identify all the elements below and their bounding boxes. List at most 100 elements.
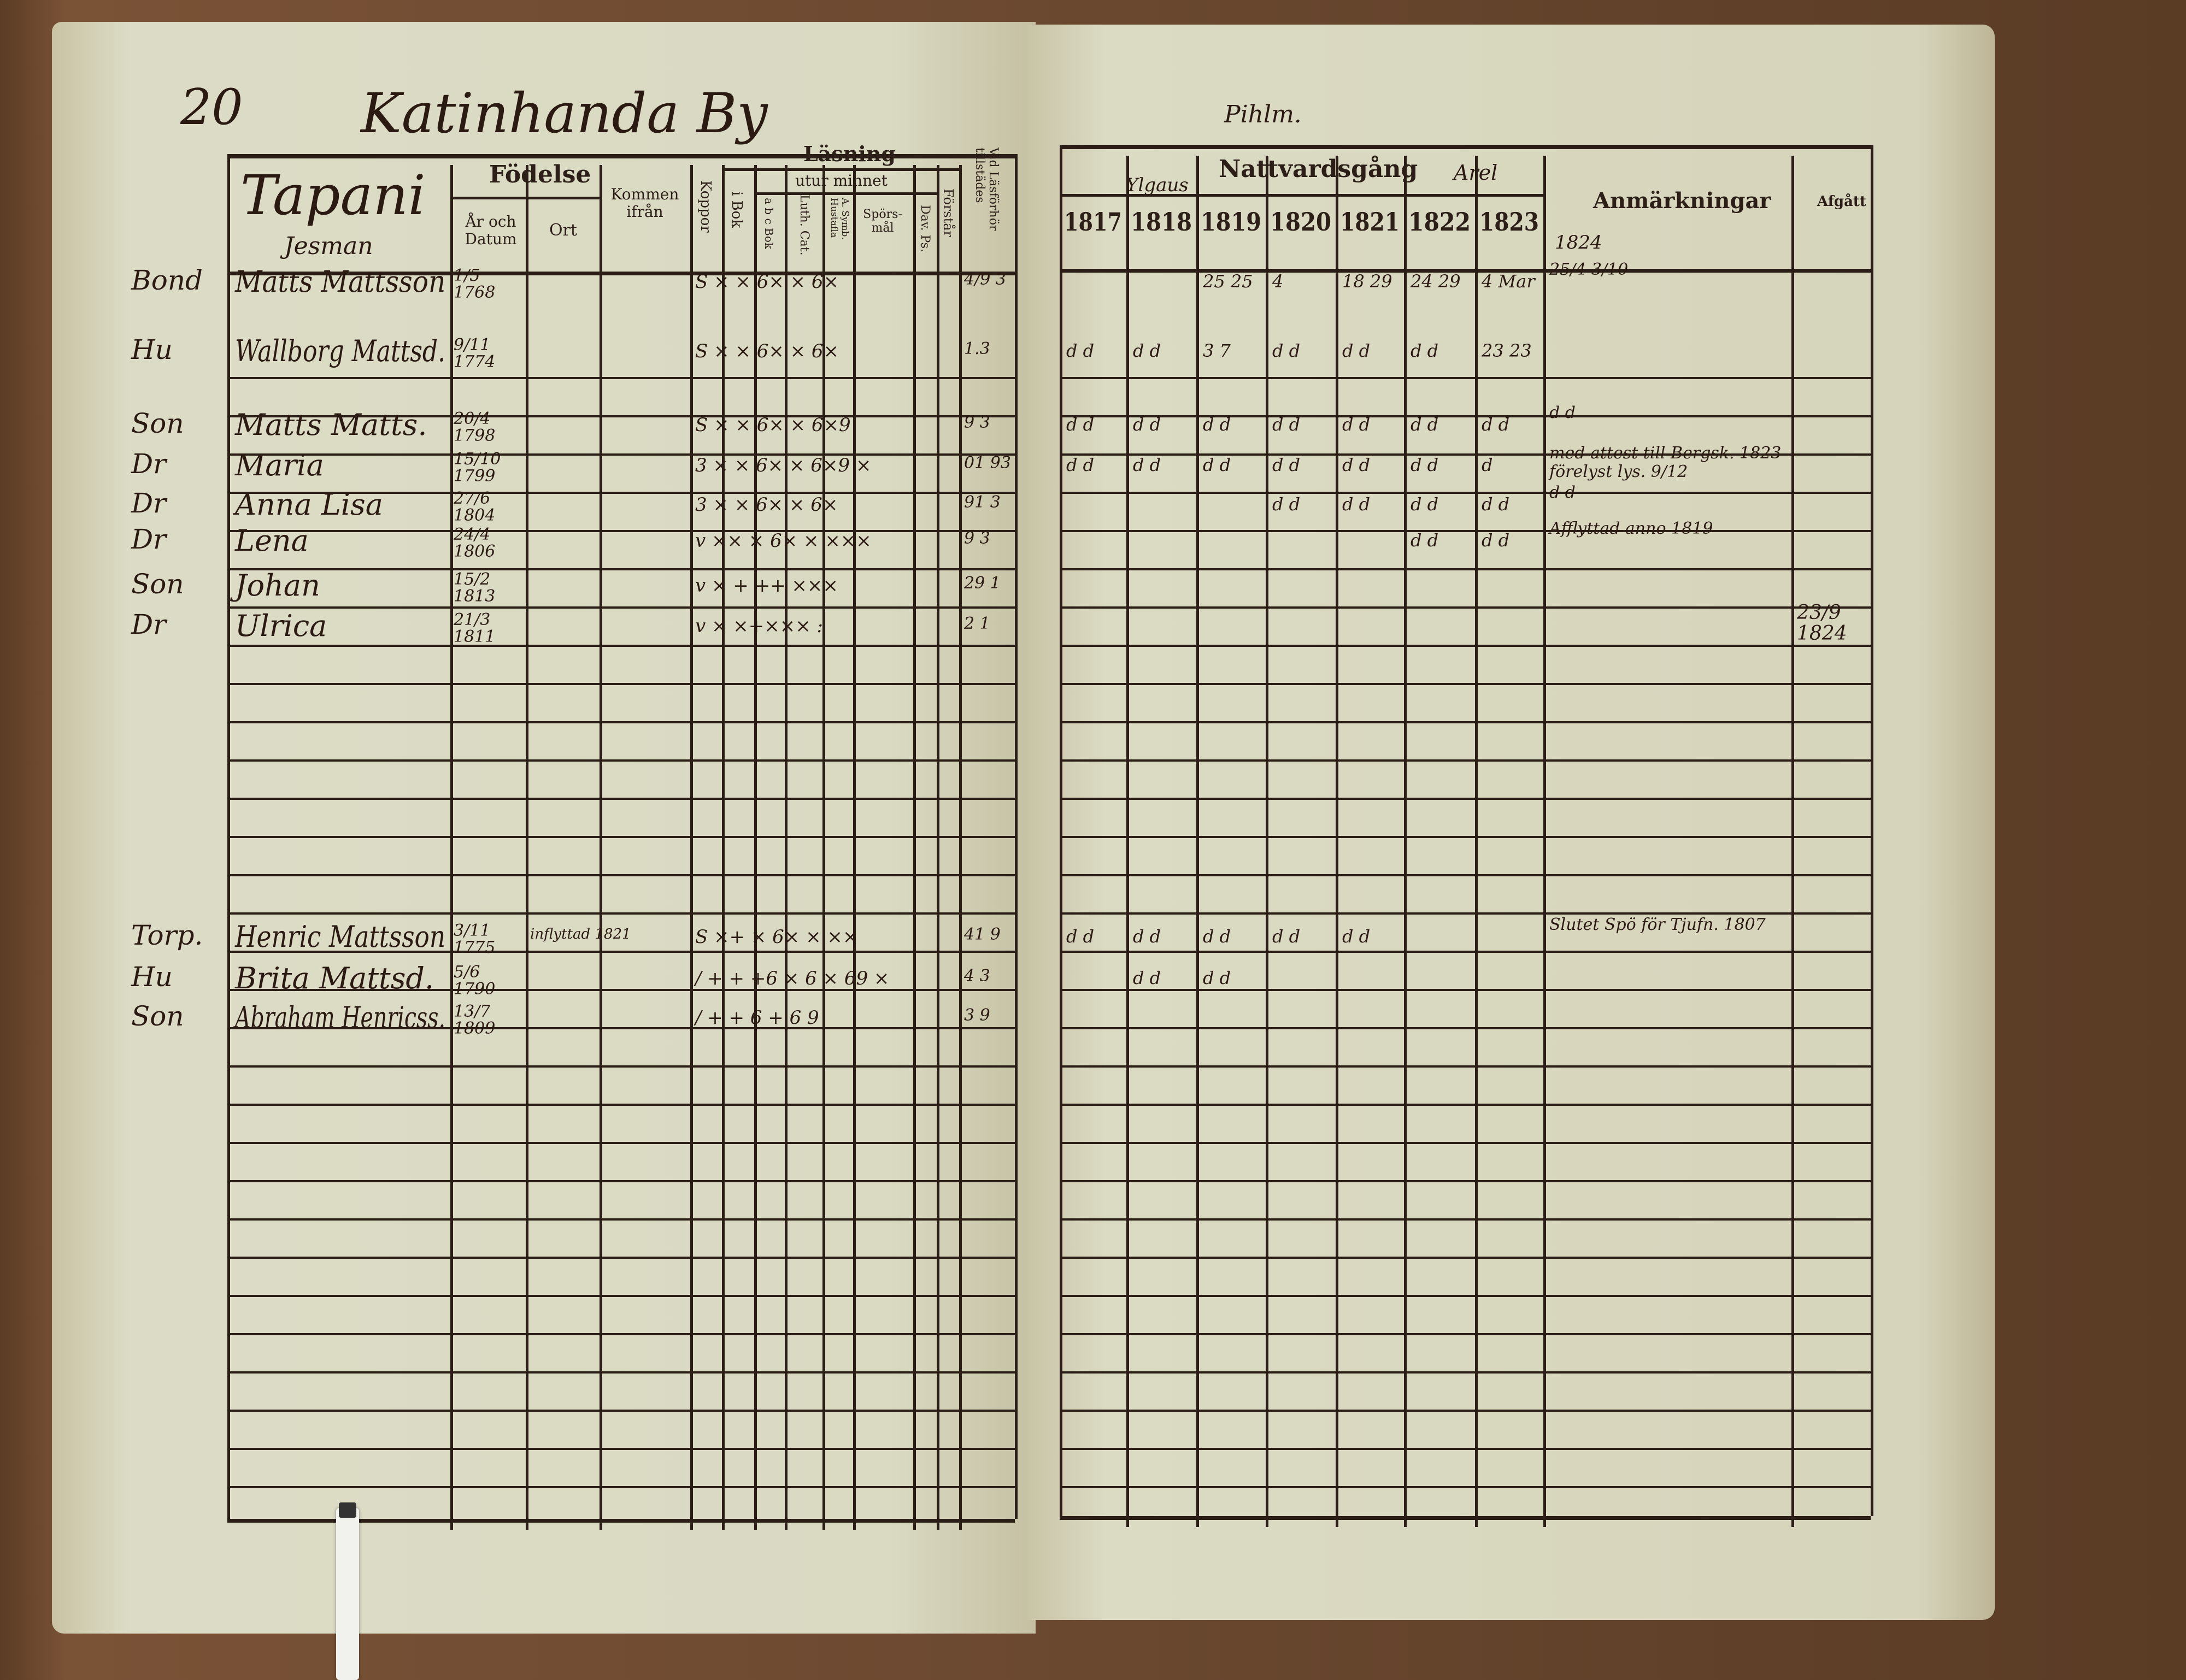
header-note-left: Ylgaus [1126,174,1189,196]
entry-name: Johan [235,568,320,603]
entry-vid-lasforhor: 2 1 [964,614,990,633]
entry-communion-mark: 4 [1272,271,1284,292]
left-table-column-line [754,165,757,1530]
left-table-row-line [227,377,1015,379]
entry-name: Lena [235,523,309,558]
header-nattvardsgang: Nattvardsgång [1219,155,1418,183]
entry-vid-lasforhor: 3 9 [964,1006,990,1025]
left-table-row-line [227,1519,1015,1523]
left-table-row-line [227,453,1015,456]
left-table-row-line [227,530,1015,532]
right-table-row-line [1060,1218,1871,1221]
entry-communion-mark: d [1482,455,1493,475]
entry-role: Dr [131,523,166,555]
entry-vid-lasforhor: 1.3 [964,339,990,358]
header-year-1824: 1824 [1555,232,1602,254]
left-table-row-line [227,415,1015,417]
entry-remark: med attest till Bergsk. 1823 förelyst ly… [1549,444,1782,481]
entry-from: inflyttad 1821 [530,926,631,942]
entry-communion-mark: 3 7 [1203,340,1231,361]
right-table-row-line [1060,1295,1871,1297]
entry-reading-marks: 3 × × 6× × 6× [695,494,838,516]
entry-birth-date: 9/11 1774 [454,335,496,372]
header-kommen-ifran: Kommen ifrån [610,185,679,221]
right-table-row-line [1060,1065,1871,1068]
entry-birth-date: 3/11 1775 [454,921,496,957]
right-table-column-line [1404,156,1407,1527]
entry-communion-mark: d d [1411,455,1439,475]
left-table-row-line [227,1142,1015,1144]
right-top-note: Pihlm. [1224,101,1302,128]
entry-remark: Slutet Spö för Tjufn. 1807 [1549,915,1766,934]
right-table-row-line [1060,1333,1871,1335]
left-table-column-line [913,165,916,1530]
left-table-row-line [227,1371,1015,1374]
left-table-row-line [227,912,1015,915]
entry-name: Wallborg Mattsd. [235,334,446,368]
entry-communion-mark: 4 Mar [1482,271,1535,292]
left-table-row-line [227,874,1015,876]
left-table-row-line [227,1257,1015,1259]
entry-reading-marks: S ×+ × 6× × ×× [695,926,859,948]
right-table-top-rule [1060,145,1871,149]
entry-name: Brita Mattsd. [235,961,434,995]
entry-role: Bond [131,264,203,296]
entry-name: Abraham Henricss. [235,1000,445,1035]
entry-communion-mark: d d [1272,494,1301,515]
entry-reading-marks: S × × 6× × 6× [695,340,839,362]
right-table-row-line [1060,415,1871,417]
year-header-1817: 1817 [1064,207,1123,237]
entry-communion-mark: 23 23 [1482,340,1532,361]
entry-vid-lasforhor: 9 3 [964,529,990,548]
entry-name: Matts Matts. [235,408,427,442]
header-sporsmal: Spörs- mål [863,208,902,235]
right-table-column-line [1871,145,1873,1516]
right-table-row-line [1060,269,1871,273]
entry-communion-mark: d d [1203,414,1231,435]
bookmark-strip [336,1502,359,1680]
entry-reading-marks: S × × 6× × 6× [695,271,839,293]
header-abc-bok: a b c Bok [762,198,775,249]
entry-name: Henric Mattsson [235,919,446,954]
header-utur-minnet: utur minnet [795,172,888,190]
header-lasning: Läsning [803,142,896,166]
entry-vid-lasforhor: 4 3 [964,966,990,986]
entry-communion-mark: d d [1272,340,1301,361]
year-header-1821: 1821 [1340,207,1400,237]
entry-birth-date: 27/6 1804 [454,489,496,525]
right-table-row-line [1060,1180,1871,1182]
header-afgatt: Afgått [1817,193,1866,210]
right-table-row-line [1060,951,1871,953]
entry-communion-mark: d d [1342,926,1371,947]
right-table-row-line [1060,1027,1871,1029]
entry-role: Son [131,568,184,600]
year-header-1820: 1820 [1270,207,1332,237]
entry-name: Maria [235,448,324,482]
left-table-row-line [227,798,1015,800]
entry-birth-date: 13/7 1809 [454,1002,496,1038]
right-table-column-line [1475,156,1478,1527]
entry-vid-lasforhor: 29 1 [964,574,1001,593]
family-name: Tapani [240,163,426,227]
right-table-row-line [1060,798,1871,800]
entry-remark: 25/4 3/10 [1549,260,1629,279]
entry-reading-marks: / + + +6 × 6 × 69 × [695,968,890,989]
left-table-column-line [450,165,453,1530]
utur-minnet-rule [754,192,937,195]
entry-name: Anna Lisa [235,487,383,522]
left-table-row-line [227,1104,1015,1106]
entry-remark: d d [1549,483,1576,502]
entry-communion-mark: d d [1342,340,1371,361]
left-table-column-line [785,165,788,1530]
left-table-column-line [690,165,693,1530]
entry-reading-marks: v × + ++ ××× [695,575,838,597]
entry-role: Son [131,1000,184,1032]
left-table-column-line [526,165,528,1530]
left-table-column-line [600,165,602,1530]
entry-vid-lasforhor: 41 9 [964,925,1001,944]
right-table-row-line [1060,645,1871,647]
right-page [1027,25,1995,1620]
header-ort: Ort [549,221,577,240]
year-header-1823: 1823 [1479,207,1539,237]
entry-communion-mark: d d [1411,414,1439,435]
